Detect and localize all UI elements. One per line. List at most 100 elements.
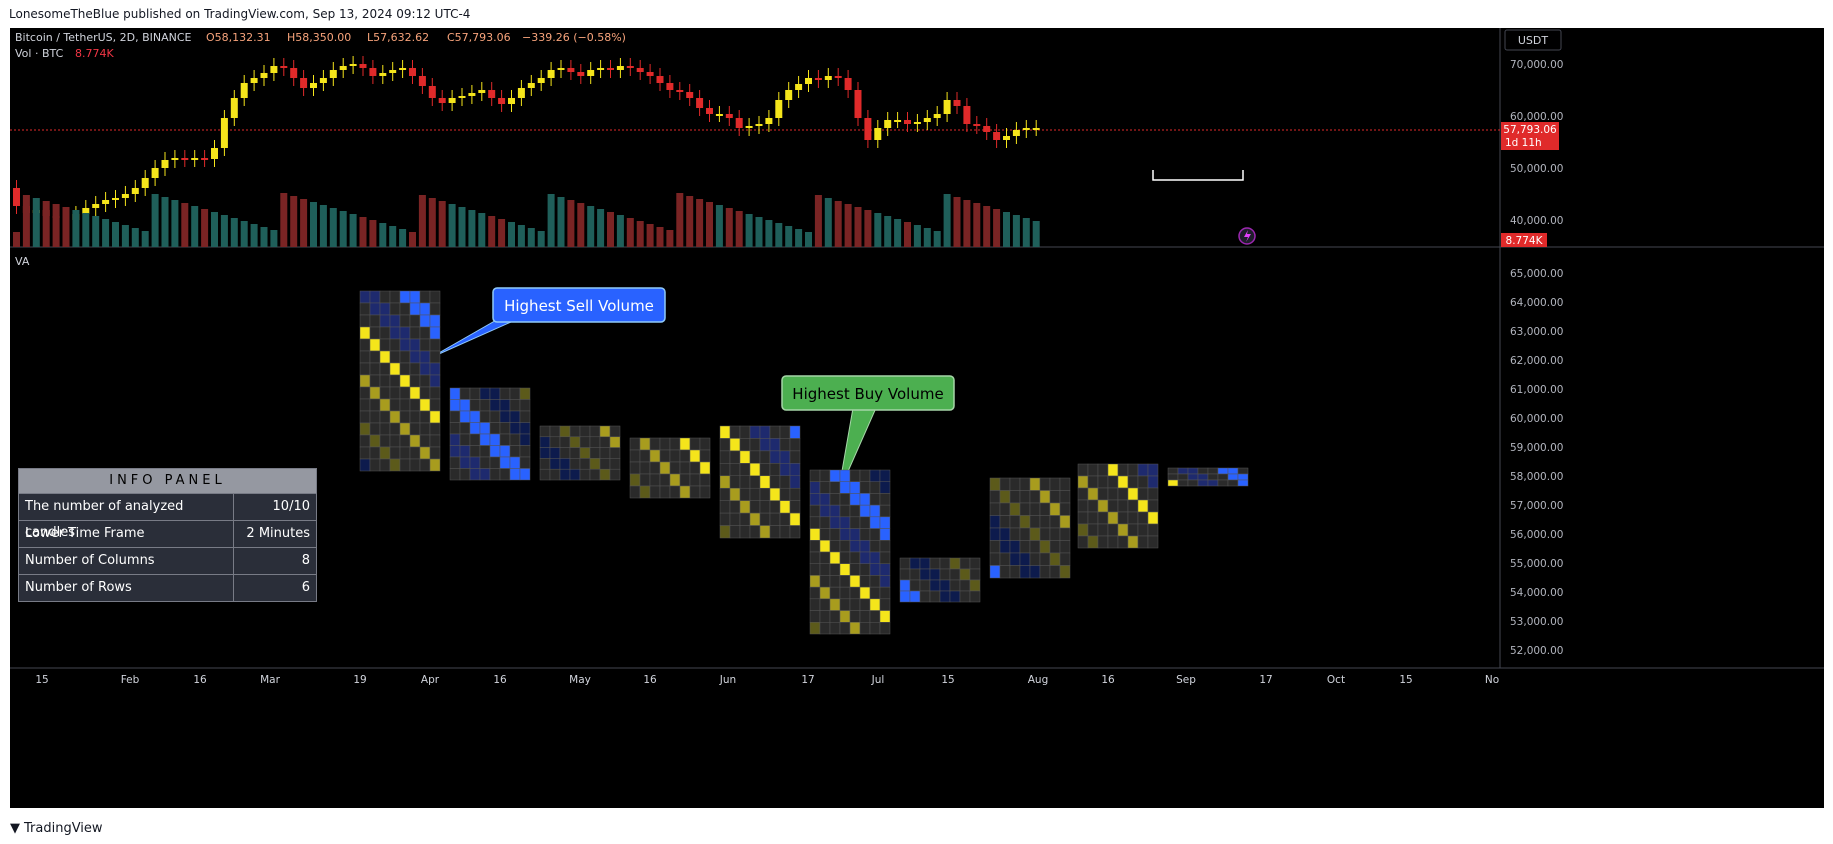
va-cell	[429, 362, 441, 376]
va-cell	[409, 362, 421, 376]
va-cell	[359, 446, 371, 460]
va-cell	[359, 458, 371, 472]
candle-body	[1012, 130, 1020, 136]
va-cell	[839, 504, 851, 518]
va-block	[1167, 467, 1249, 487]
va-cell	[839, 622, 851, 635]
va-cell	[719, 512, 731, 526]
va-cell	[659, 485, 671, 499]
va-cell	[1117, 511, 1129, 525]
va-cell	[989, 515, 1001, 529]
candle-body	[943, 100, 951, 114]
va-cell	[739, 475, 751, 489]
va-cell	[499, 433, 511, 446]
candle-body	[250, 78, 258, 83]
info-panel-title: INFO PANEL	[19, 469, 316, 494]
price-axis-top[interactable]: 70,000.00 60,000.00 50,000.00 40,000.00	[1510, 59, 1563, 227]
va-cell	[839, 598, 851, 611]
va-cell	[959, 568, 971, 581]
candle-body	[785, 90, 793, 100]
va-cell	[1029, 515, 1041, 529]
va-cell	[1117, 499, 1129, 513]
lightning-icon[interactable]	[1238, 227, 1256, 245]
price-tick-label: 70,000.00	[1510, 59, 1563, 71]
va-cell	[809, 516, 821, 529]
va-cell	[939, 579, 951, 592]
time-tick-label: 16	[643, 674, 657, 686]
va-cell	[1107, 523, 1119, 537]
va-cell	[849, 598, 861, 611]
va-cell	[719, 425, 731, 439]
candle-body	[973, 124, 981, 126]
va-cell	[409, 374, 421, 388]
va-cell	[569, 468, 581, 481]
va-cell	[849, 469, 861, 482]
volume-bar	[715, 205, 723, 247]
va-cell	[859, 469, 871, 482]
volume-bar	[597, 209, 605, 247]
va-cell	[819, 493, 831, 506]
va-cell	[1009, 490, 1021, 504]
va-cell	[609, 458, 621, 470]
tradingview-logo[interactable]: ▼ TradingView	[10, 821, 103, 836]
price-axis-bottom[interactable]: 65,000.00 64,000.00 63,000.00 62,000.00 61,0…	[1510, 268, 1563, 657]
buy-volume-callout: Highest Buy Volume	[781, 375, 955, 495]
va-cell	[839, 551, 851, 564]
candle-body	[755, 124, 763, 126]
va-cell	[779, 487, 791, 501]
va-cell	[429, 350, 441, 364]
va-cell	[389, 458, 401, 472]
time-tick-label: 15	[941, 674, 954, 686]
va-cell	[539, 447, 551, 459]
va-cell	[899, 579, 911, 592]
va-cell	[429, 398, 441, 412]
va-cell	[669, 461, 681, 475]
va-cell	[749, 500, 761, 514]
va-cell	[509, 456, 521, 469]
va-cell	[769, 500, 781, 514]
time-tick-label: Feb	[121, 674, 140, 686]
va-cell	[1117, 523, 1129, 537]
va-block	[539, 425, 621, 481]
va-cell	[379, 458, 391, 472]
candle-body	[141, 178, 149, 188]
va-cell	[1137, 463, 1149, 477]
va-cell	[879, 540, 891, 553]
va-cell	[519, 445, 531, 458]
va-cell	[999, 565, 1011, 579]
price-tick-label: 59,000.00	[1510, 442, 1563, 454]
va-cell	[1137, 523, 1149, 537]
va-cell	[809, 493, 821, 506]
volume-bar	[923, 228, 931, 247]
va-cell	[509, 387, 521, 400]
va-cell	[539, 436, 551, 448]
va-cell	[399, 446, 411, 460]
va-cell	[1227, 479, 1239, 487]
va-cell	[639, 461, 651, 475]
chart-canvas[interactable]: Bitcoin / TetherUS, 2D, BINANCE O58,132.…	[10, 28, 1824, 808]
currency-button[interactable]	[1504, 29, 1562, 51]
va-cell	[789, 500, 801, 514]
time-tick-label: Jun	[719, 674, 736, 686]
candle-body	[161, 160, 169, 168]
va-cell	[669, 485, 681, 499]
va-cell	[859, 575, 871, 588]
va-cell	[1019, 552, 1031, 566]
time-tick-label: Oct	[1327, 674, 1345, 686]
va-cell	[859, 586, 871, 600]
chart-area[interactable]: Bitcoin / TetherUS, 2D, BINANCE O58,132.…	[10, 28, 1824, 808]
va-cell	[759, 450, 771, 464]
va-cell	[879, 528, 891, 541]
va-cell	[969, 590, 981, 603]
volume-bar	[121, 225, 129, 247]
va-cell	[719, 525, 731, 539]
candle-body	[527, 83, 535, 88]
va-cell	[829, 493, 841, 506]
va-cell	[419, 386, 431, 400]
volume-bar	[171, 200, 179, 247]
va-cell	[999, 552, 1011, 566]
price-tick-label: 40,000.00	[1510, 215, 1563, 227]
va-cell	[1009, 552, 1021, 566]
time-axis[interactable]: 15 Feb 16 Mar 19 Apr 16 May 16 Jun 17 Jul 15 Aug 16 Sep…	[35, 674, 1499, 686]
va-cell	[769, 438, 781, 452]
